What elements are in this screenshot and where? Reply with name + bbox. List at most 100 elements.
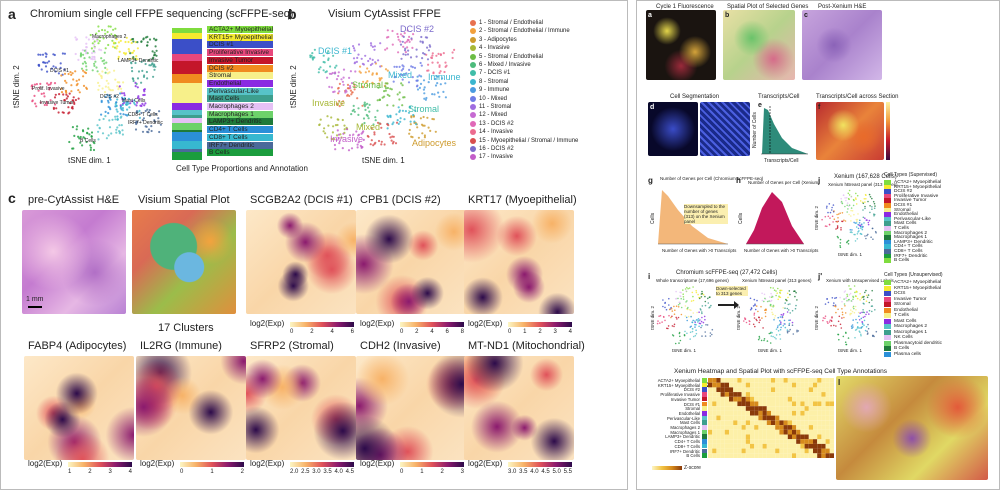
tsne-point [433, 93, 436, 96]
tsne-point [858, 319, 861, 321]
tsne-point [684, 330, 686, 333]
tsne-point [753, 317, 756, 319]
r-k-row-label: KRT15+ Myoepithelial [657, 382, 700, 388]
tsne-point [394, 142, 398, 145]
heatmap-cell [804, 392, 809, 397]
tsne-point [46, 70, 49, 73]
r-j-legend-title: Cell Types (Supervised) [884, 172, 937, 178]
tsne-point [862, 311, 865, 313]
tsne-point [836, 221, 839, 223]
heatmap-cell [745, 439, 750, 444]
tsne-point [385, 87, 388, 90]
tsne-point [758, 337, 761, 339]
tsne-point [789, 328, 791, 331]
tsne-point [442, 52, 445, 55]
r-legend-item: KRT15+ Myoepithelial [884, 285, 941, 291]
tsne-point [311, 52, 314, 55]
tsne-point [788, 319, 790, 322]
heatmap-cell [808, 429, 813, 435]
tsne-point [865, 326, 868, 328]
tsne-point [335, 138, 338, 142]
legend-swatch [884, 335, 891, 340]
legend-swatch [470, 129, 476, 136]
tsne-point [690, 309, 692, 312]
tsne-point [839, 242, 842, 244]
tsne-point [91, 42, 94, 45]
tsne-point [852, 198, 855, 201]
tsne-point [427, 126, 430, 129]
heatmap-cell [758, 396, 763, 402]
tsne-point [345, 90, 348, 93]
heatmap-cell [737, 425, 742, 430]
tsne-point [853, 233, 855, 236]
tsne-point [845, 332, 847, 334]
tsne-point [827, 215, 830, 218]
heatmap-cell [783, 429, 788, 435]
tsne-point [99, 36, 102, 39]
heatmap-cell [796, 392, 801, 397]
heatmap-cell [762, 382, 767, 388]
heatmap-cell [724, 420, 729, 426]
tsne-point [375, 73, 378, 76]
heatmap-cell [745, 406, 750, 411]
r-legend-item: Macrophages 1 [884, 329, 927, 335]
visium-legend-item: 15 - Myoepithelial / Stromal / Immune [470, 137, 578, 144]
panel-a-proportion-bar [172, 28, 202, 160]
heatmap-cell [787, 396, 792, 402]
r-legend-item: DCIS #1 [884, 203, 912, 208]
tsne-point [403, 32, 406, 35]
legend-label: Mast Cells [894, 221, 917, 227]
heatmap-cell [766, 425, 771, 430]
tsne-point [147, 59, 151, 62]
tsne-point [134, 58, 137, 61]
tsne-point [419, 117, 422, 120]
tsne-point [709, 335, 712, 337]
tsne-point [679, 301, 681, 304]
tsne-point [692, 335, 695, 338]
tsne-point [395, 121, 399, 124]
tsne-point [115, 105, 118, 108]
tsne-point [853, 221, 855, 224]
tsne-point [408, 68, 411, 71]
tsne-point [421, 132, 424, 135]
tsne-point [102, 117, 105, 121]
tsne-point [843, 303, 846, 305]
heatmap-cell [733, 401, 738, 407]
tsne-point [843, 316, 845, 319]
tsne-point [340, 136, 343, 139]
heatmap-cell [733, 439, 738, 444]
tsne-point [77, 58, 80, 62]
tsne-point [438, 95, 441, 98]
tsne-point [323, 127, 326, 130]
heatmap-cell [708, 439, 713, 444]
tsne-point [766, 300, 769, 303]
tsne-point [401, 40, 404, 43]
tsne-point [101, 132, 105, 135]
tsne-point [42, 61, 45, 64]
heatmap-cell [829, 429, 834, 435]
heatmap-cell [775, 420, 780, 426]
tsne-point [700, 320, 703, 323]
tsne-point [865, 313, 867, 316]
tsne-point [106, 68, 109, 71]
tsne-point [370, 139, 373, 142]
tsne-point [65, 97, 68, 100]
tsne-point [861, 322, 864, 325]
tsne-point [769, 304, 772, 307]
tsne-point [854, 222, 857, 224]
tsne-point [685, 290, 687, 292]
heatmap-cell [779, 396, 784, 402]
tsne-point [665, 308, 668, 311]
legend-swatch [884, 318, 891, 324]
tsne-point [782, 307, 784, 309]
tsne-point [333, 138, 336, 141]
tsne-point [866, 311, 868, 313]
tsne-point [119, 92, 122, 95]
tsne-point [782, 324, 785, 327]
tsne-b-cluster-label: Immune [428, 72, 461, 82]
tsne-point [864, 329, 867, 332]
heatmap-cell [716, 410, 721, 416]
tsne-point [786, 329, 789, 331]
heatmap-cell [708, 410, 713, 416]
tsne-point [322, 60, 325, 64]
